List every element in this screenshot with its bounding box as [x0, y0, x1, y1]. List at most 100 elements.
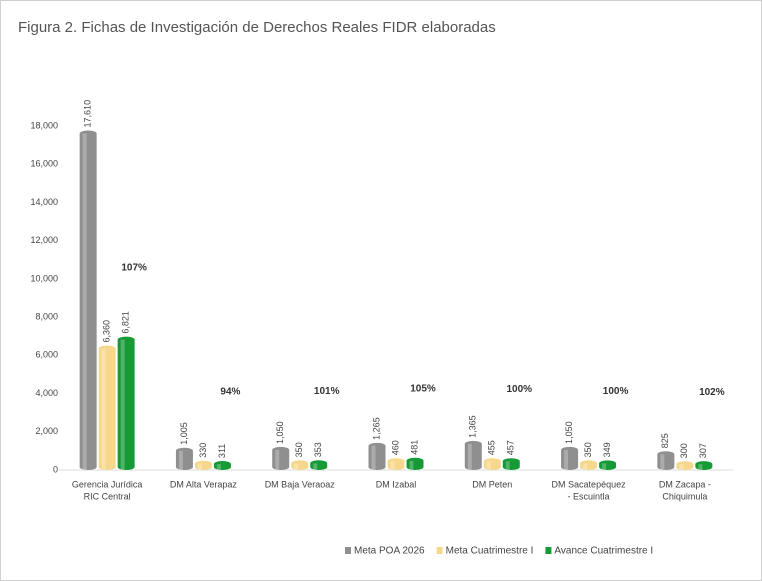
percent-annotation: 100% [506, 384, 532, 395]
bar [695, 461, 713, 470]
bar [368, 442, 386, 470]
value-label: 1,265 [371, 417, 381, 440]
bar-shade [82, 133, 87, 470]
value-label: 1,050 [564, 421, 574, 444]
value-label: 307 [698, 443, 708, 458]
bar [657, 451, 675, 470]
bar [464, 440, 482, 470]
legend-label: Avance Cuatrimestre I [554, 546, 653, 557]
bar-shade [294, 463, 299, 470]
y-tick-label: 10,000 [30, 273, 58, 283]
y-tick-label: 4,000 [35, 388, 58, 398]
bar [79, 130, 97, 470]
y-tick-label: 16,000 [30, 159, 58, 169]
y-tick-label: 18,000 [30, 120, 58, 130]
value-label: 1,365 [468, 415, 478, 438]
bar [213, 461, 231, 470]
y-tick-label: 6,000 [35, 350, 58, 360]
bar-shade [313, 463, 318, 470]
value-label: 330 [198, 443, 208, 458]
bar-shade [505, 461, 510, 470]
y-tick-label: 12,000 [30, 235, 58, 245]
value-label: 457 [506, 440, 516, 455]
bar-shade [698, 464, 703, 470]
y-tick-label: 0 [53, 464, 58, 474]
x-tick-label: DM Peten [472, 479, 512, 489]
value-label: 1,050 [275, 421, 285, 444]
value-label: 6,821 [121, 311, 131, 334]
percent-annotation: 105% [410, 383, 436, 394]
bar [175, 447, 193, 470]
bar [387, 458, 405, 470]
bar [291, 460, 309, 470]
value-label: 455 [487, 440, 497, 455]
legend-swatch [436, 547, 443, 554]
bar [310, 460, 328, 470]
bar-shade [178, 450, 183, 470]
value-label: 353 [313, 442, 323, 457]
bar-shade [197, 463, 202, 470]
bar [561, 446, 579, 470]
bar [599, 460, 617, 470]
bar [502, 458, 520, 470]
x-tick-label: DM Sacatepéquez [552, 479, 627, 489]
y-tick-label: 14,000 [30, 197, 58, 207]
bar [272, 446, 290, 470]
bar-shade [390, 461, 395, 470]
bar [117, 336, 135, 470]
bar-shade [467, 443, 472, 470]
x-tick-label: DM Izabal [376, 479, 417, 489]
bar-shade [275, 449, 280, 470]
bar-shade [486, 461, 491, 470]
bar [483, 458, 501, 470]
percent-annotation: 107% [121, 262, 147, 273]
y-tick-label: 2,000 [35, 426, 58, 436]
value-label: 460 [390, 440, 400, 455]
x-tick-label: Chiquimula [662, 491, 707, 501]
value-label: 1,005 [179, 422, 189, 445]
y-tick-label: 8,000 [35, 311, 58, 321]
chart-title: Figura 2. Fichas de Investigación de Der… [18, 19, 496, 36]
legend-label: Meta Cuatrimestre I [446, 546, 534, 557]
bar [676, 461, 694, 470]
bar [194, 460, 212, 470]
value-label: 6,360 [102, 320, 112, 343]
bar-shade [564, 449, 569, 470]
legend-swatch [345, 547, 351, 554]
x-tick-label: Gerencia Jurídica [72, 479, 143, 489]
bar-shade [583, 463, 588, 470]
legend-label: Meta POA 2026 [354, 546, 425, 557]
x-tick-label: RIC Central [84, 491, 131, 501]
x-tick-label: DM Baja Veraoaz [265, 479, 336, 489]
value-label: 17,610 [83, 100, 93, 128]
bar-shade [101, 348, 106, 470]
bar-shade [660, 454, 665, 470]
legend-swatch [545, 547, 552, 554]
bar-shade [409, 460, 414, 470]
x-tick-label: - Escuintla [568, 491, 610, 501]
bar-shade [216, 464, 221, 470]
value-label: 349 [602, 442, 612, 457]
value-label: 300 [679, 443, 689, 458]
value-label: 825 [660, 433, 670, 448]
percent-annotation: 100% [603, 386, 629, 397]
value-label: 311 [217, 444, 227, 458]
bar [98, 345, 116, 470]
value-label: 350 [294, 442, 304, 457]
x-tick-label: DM Zacapa - [659, 479, 711, 489]
bar [580, 460, 598, 470]
bar-shade [602, 463, 607, 470]
value-label: 350 [583, 442, 593, 457]
bar-shade [679, 464, 684, 470]
x-tick-label: DM Alta Verapaz [170, 479, 238, 489]
percent-annotation: 94% [220, 387, 240, 398]
percent-annotation: 101% [314, 386, 340, 397]
percent-annotation: 102% [699, 387, 725, 398]
value-label: 481 [409, 440, 419, 455]
bar-shade [120, 339, 125, 470]
bar [406, 457, 424, 470]
bar-shade [371, 445, 376, 470]
